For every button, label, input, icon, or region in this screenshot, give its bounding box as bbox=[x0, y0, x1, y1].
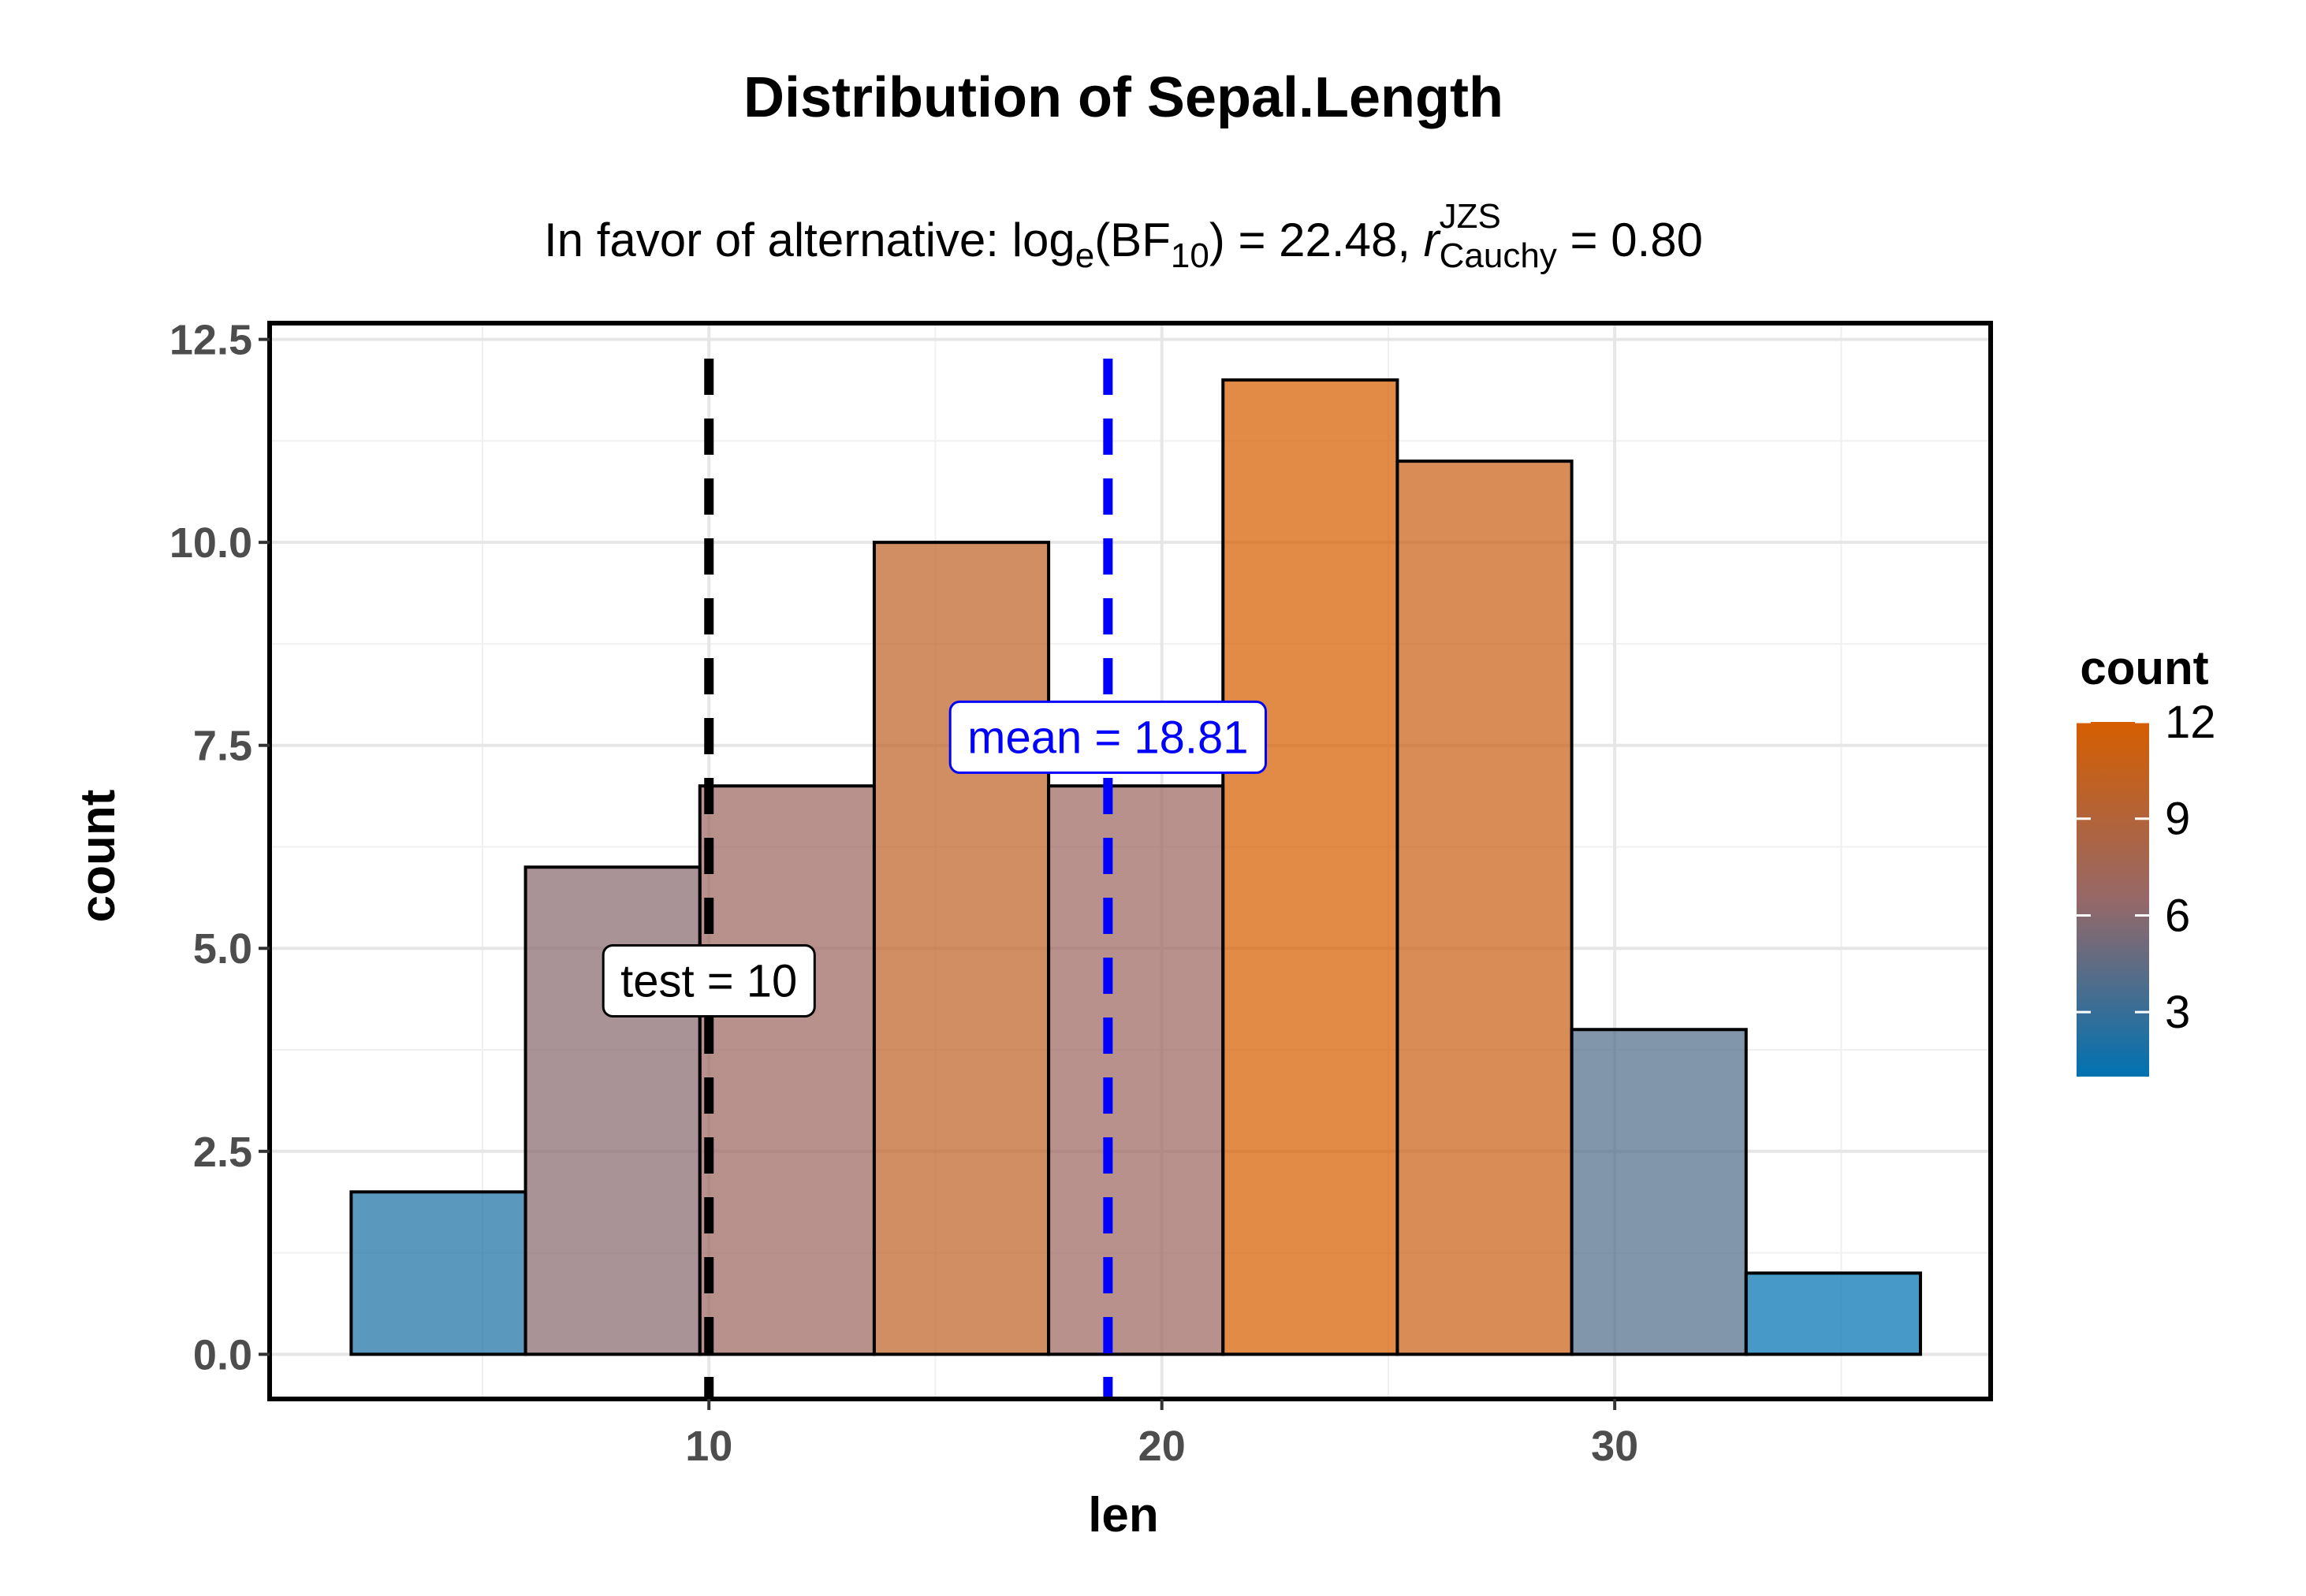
mean-label: mean = 18.81 bbox=[967, 712, 1248, 763]
x-tick-label: 30 bbox=[1591, 1423, 1638, 1470]
test-label: test = 10 bbox=[620, 955, 797, 1006]
y-tick-label: 5.0 bbox=[193, 925, 252, 973]
y-axis-title: count bbox=[71, 790, 125, 923]
histogram-bar bbox=[349, 1190, 527, 1356]
legend-tick-label: 9 bbox=[2165, 794, 2190, 845]
y-tick-label: 12.5 bbox=[170, 317, 252, 364]
histogram-bar bbox=[1047, 784, 1225, 1356]
y-tick-label: 0.0 bbox=[193, 1331, 252, 1378]
chart-subtitle: In favor of alternative: loge(BF10) = 22… bbox=[544, 197, 1703, 275]
legend-tick-label: 3 bbox=[2165, 987, 2190, 1038]
x-tick-label: 10 bbox=[685, 1423, 732, 1470]
legend-tick-label: 12 bbox=[2165, 697, 2216, 748]
test-label-box bbox=[602, 943, 816, 1017]
x-tick-label: 20 bbox=[1138, 1423, 1186, 1470]
color-legend: count 3 6 9 12 bbox=[2077, 642, 2216, 1077]
axes: 0.0 2.5 5.0 7.5 10.0 12.5 10 20 30 bbox=[170, 317, 1638, 1470]
histogram-bar bbox=[698, 784, 876, 1356]
histogram-bar bbox=[872, 541, 1051, 1356]
chart-title: Distribution of Sepal.Length bbox=[743, 66, 1503, 129]
histogram-bar bbox=[1570, 1028, 1748, 1356]
mean-label-box bbox=[948, 700, 1268, 774]
plot-panel-border bbox=[267, 321, 1993, 1401]
x-axis-title: len bbox=[1088, 1488, 1159, 1542]
legend-tick-label: 6 bbox=[2165, 890, 2190, 941]
legend-colorbar bbox=[2077, 722, 2149, 1077]
histogram-bars bbox=[349, 378, 1922, 1356]
histogram-bar bbox=[1221, 378, 1399, 1356]
histogram-bar bbox=[1744, 1271, 1922, 1356]
y-tick-label: 2.5 bbox=[193, 1129, 252, 1176]
legend-title: count bbox=[2080, 642, 2208, 694]
y-tick-label: 10.0 bbox=[170, 519, 252, 567]
y-tick-label: 7.5 bbox=[193, 723, 252, 770]
histogram-bar bbox=[1395, 459, 1574, 1356]
histogram-bar bbox=[523, 865, 702, 1356]
reference-lines: test = 10 mean = 18.81 bbox=[602, 359, 1268, 1399]
